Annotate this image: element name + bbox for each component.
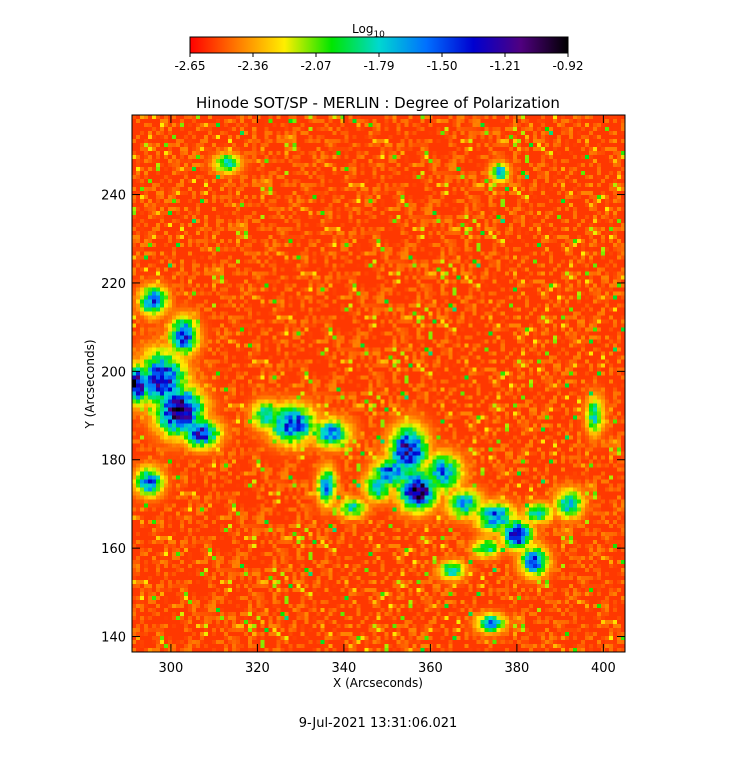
colorbar-tick-label: -2.65 bbox=[174, 59, 205, 73]
x-tick-label: 320 bbox=[245, 661, 270, 676]
x-tick-label: 340 bbox=[331, 661, 356, 676]
colorbar-tick-label: -1.79 bbox=[363, 59, 394, 73]
colorbar-label: Log10 bbox=[352, 22, 385, 40]
colorbar-tick-label: -0.92 bbox=[552, 59, 583, 73]
y-axis-ticks: 140 160 180 200 220 240 bbox=[101, 189, 625, 646]
x-tick-label: 380 bbox=[504, 661, 529, 676]
x-axis-label: X (Arcseconds) bbox=[333, 676, 423, 690]
colorbar-bar bbox=[189, 36, 569, 54]
plot-frame bbox=[131, 114, 626, 653]
x-tick-label: 300 bbox=[159, 661, 184, 676]
colorbar-tick-label: -2.07 bbox=[300, 59, 331, 73]
y-axis-label: Y (Arcseconds) bbox=[83, 339, 97, 429]
y-tick-label: 160 bbox=[101, 542, 126, 557]
timestamp: 9-Jul-2021 13:31:06.021 bbox=[299, 716, 458, 731]
x-axis-ticks: 300 320 340 360 380 400 bbox=[159, 115, 616, 676]
x-tick-label: 400 bbox=[591, 661, 616, 676]
colorbar-tick-label: -2.36 bbox=[237, 59, 268, 73]
x-tick-label: 360 bbox=[418, 661, 443, 676]
colorbar-tick-label: -1.21 bbox=[489, 59, 520, 73]
chart-title: Hinode SOT/SP - MERLIN : Degree of Polar… bbox=[196, 94, 560, 112]
colorbar-ticks: -2.65 -2.36 -2.07 -1.79 -1.50 -1.21 -0.92 bbox=[174, 53, 584, 73]
y-tick-label: 140 bbox=[101, 631, 126, 646]
colorbar-tick-label: -1.50 bbox=[426, 59, 457, 73]
colorbar: Log10 -2.65 -2.36 -2.07 -1.79 -1.50 -1.21 -0.9… bbox=[174, 22, 583, 73]
plot-area: 300 320 340 360 380 400 140 160 180 200 220 240 bbox=[101, 114, 626, 676]
polarization-heatmap bbox=[132, 115, 625, 652]
y-tick-label: 240 bbox=[101, 189, 126, 204]
y-tick-label: 200 bbox=[101, 365, 126, 380]
y-tick-label: 220 bbox=[101, 277, 126, 292]
y-tick-label: 180 bbox=[101, 454, 126, 469]
